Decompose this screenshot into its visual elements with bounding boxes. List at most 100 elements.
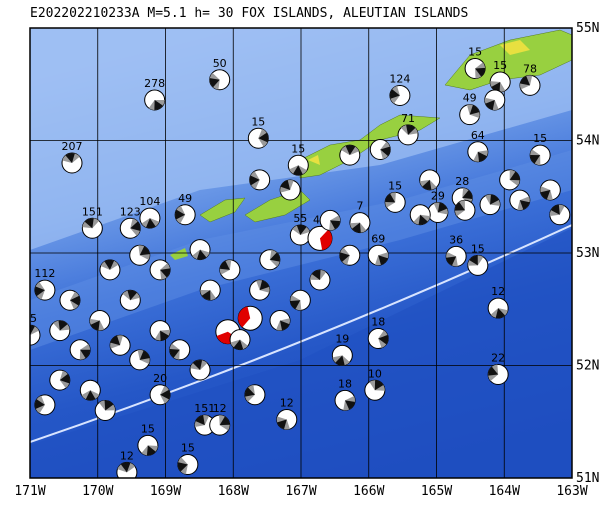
compression-core	[209, 78, 220, 88]
compression-core	[477, 151, 487, 162]
compression-core	[201, 290, 211, 301]
compression-core	[58, 320, 68, 331]
depth-label: 15	[533, 132, 547, 145]
focal-mechanism	[34, 394, 56, 416]
lat-label: 52N	[576, 359, 599, 374]
focal-mechanism: 278	[144, 77, 166, 111]
focal-mechanism	[419, 169, 441, 191]
compression-core	[454, 202, 465, 211]
compression-core	[446, 256, 457, 266]
compression-core	[491, 82, 501, 92]
focal-mechanism	[509, 189, 531, 211]
depth-label: 151	[82, 205, 103, 218]
compression-core	[540, 190, 551, 200]
focal-mechanism	[149, 259, 171, 281]
depth-label: 12	[213, 402, 227, 415]
focal-mechanism	[79, 379, 101, 401]
depth-label: 112	[34, 267, 55, 280]
depth-label: 12	[120, 449, 134, 462]
compression-core	[296, 225, 307, 235]
compression-core	[85, 390, 96, 401]
compression-core	[374, 380, 384, 391]
depth-label: 123	[120, 205, 141, 218]
compression-core	[192, 360, 203, 370]
focal-mechanism	[219, 259, 241, 281]
compression-core	[160, 268, 171, 278]
focal-mechanism: 35	[30, 312, 41, 346]
compression-core	[462, 190, 473, 200]
compression-core	[490, 194, 499, 205]
depth-label: 36	[449, 233, 463, 246]
focal-mechanism: 112	[34, 267, 56, 301]
focal-mechanism: 123	[119, 205, 141, 239]
compression-core	[269, 252, 280, 262]
focal-mechanism	[169, 339, 191, 361]
depth-label: 50	[213, 57, 227, 70]
focal-mechanism: 12	[116, 449, 138, 478]
focal-mechanism: 49	[174, 192, 196, 226]
compression-core	[139, 350, 150, 360]
compression-core	[311, 270, 321, 280]
focal-mechanism: 22	[487, 352, 509, 385]
depth-label: 15	[291, 142, 305, 155]
focal-mechanism: 69	[367, 232, 389, 266]
compression-core	[345, 400, 355, 410]
lat-label: 53N	[576, 246, 599, 261]
depth-label: 12	[280, 397, 294, 410]
focal-mechanism	[149, 320, 171, 342]
focal-mechanism: 151	[194, 402, 216, 436]
compression-core	[280, 180, 291, 190]
focal-mechanism: 15	[287, 142, 309, 176]
focal-mechanism	[189, 359, 211, 381]
focal-mechanism	[189, 239, 211, 261]
depth-label: 18	[371, 316, 385, 329]
depth-label: 15	[468, 46, 482, 59]
focal-mechanism: 15	[137, 422, 159, 456]
focal-mechanism	[319, 209, 341, 231]
map-title: E202202210233A M=5.1 h= 30 FOX ISLANDS, …	[30, 6, 468, 21]
lon-label: 168W	[218, 484, 249, 499]
depth-label: 22	[491, 352, 505, 365]
compression-core	[290, 300, 301, 310]
focal-mechanism	[59, 289, 81, 311]
compression-core	[34, 399, 45, 409]
depth-label: 20	[153, 372, 167, 385]
depth-label: 49	[463, 92, 477, 105]
compression-core	[233, 339, 244, 350]
focal-mechanism	[129, 349, 151, 371]
depth-label: 12	[491, 285, 505, 298]
depth-label: 15	[181, 442, 195, 455]
compression-core	[219, 416, 230, 426]
focal-mechanism	[369, 139, 391, 160]
compression-core	[258, 132, 269, 143]
focal-mechanism	[499, 169, 521, 191]
lat-label: 55N	[576, 21, 599, 36]
depth-label: 15	[388, 179, 402, 192]
compression-core	[30, 325, 35, 336]
compression-core	[120, 462, 131, 473]
depth-label: 15	[251, 115, 265, 128]
focal-mechanism	[339, 144, 361, 166]
compression-core	[418, 214, 428, 225]
compression-core	[520, 76, 530, 86]
focal-mechanism: 78	[519, 62, 541, 96]
depth-label: 104	[139, 195, 160, 208]
compression-core	[530, 155, 541, 164]
focal-mechanism	[129, 244, 151, 266]
focal-mechanism	[339, 244, 361, 266]
focal-mechanism: 29	[427, 190, 449, 223]
focal-mechanism	[249, 279, 271, 301]
depth-label: 78	[523, 62, 537, 75]
compression-core	[259, 280, 270, 291]
compression-core	[80, 349, 91, 359]
depth-label: 18	[338, 377, 352, 390]
focal-mechanism	[237, 305, 263, 331]
compression-core	[90, 320, 100, 331]
compression-core	[550, 204, 560, 215]
compression-core	[277, 419, 287, 430]
focal-mechanism: 50	[209, 57, 231, 91]
map-frame	[29, 27, 573, 479]
compression-core	[160, 389, 171, 400]
depth-label: 7	[356, 200, 363, 213]
